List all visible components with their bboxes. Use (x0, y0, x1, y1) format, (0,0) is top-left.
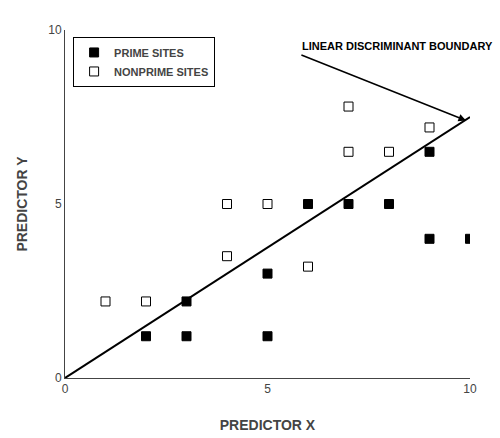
svg-text:PREDICTOR Y: PREDICTOR Y (14, 156, 30, 252)
svg-text:0: 0 (62, 382, 69, 396)
svg-text:10: 10 (48, 23, 62, 37)
svg-text:PREDICTOR X: PREDICTOR X (220, 417, 316, 433)
svg-text:NONPRIME SITES: NONPRIME SITES (114, 66, 208, 78)
svg-text:5: 5 (55, 197, 62, 211)
svg-text:5: 5 (264, 382, 271, 396)
svg-text:10: 10 (463, 382, 477, 396)
svg-text:0: 0 (55, 371, 62, 385)
svg-text:LINEAR DISCRIMINANT BOUNDARY: LINEAR DISCRIMINANT BOUNDARY (302, 40, 493, 52)
svg-text:PRIME SITES: PRIME SITES (114, 47, 184, 59)
